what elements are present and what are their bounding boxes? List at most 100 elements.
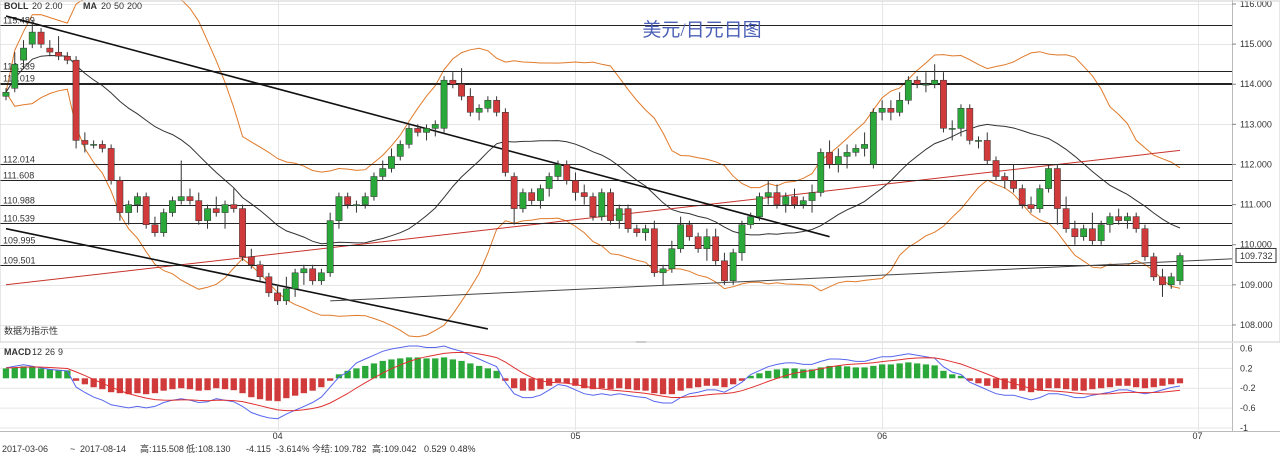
candle-113 xyxy=(992,156,1000,181)
ma-legend-param-1: 20 xyxy=(101,1,111,11)
macd-bar-132 xyxy=(1159,378,1166,386)
candle-body-99 xyxy=(869,112,877,165)
candle-body-80 xyxy=(703,236,711,249)
candle-body-53 xyxy=(466,96,474,113)
macd-bar-131 xyxy=(1150,378,1157,388)
candle-body-83 xyxy=(729,252,737,282)
trendlines xyxy=(5,15,1280,330)
candle-32 xyxy=(282,276,290,305)
macd-bar-77 xyxy=(677,378,684,391)
candle-115 xyxy=(1010,164,1017,193)
macd-bar-113 xyxy=(992,378,1000,389)
candle-body-23 xyxy=(204,208,211,221)
candle-body-30 xyxy=(265,276,273,294)
candle-body-17 xyxy=(151,224,159,233)
candle-129 xyxy=(1132,212,1140,233)
macd-bar-6 xyxy=(55,369,62,379)
macd-bar-111 xyxy=(975,378,982,384)
macd-bar-87 xyxy=(765,370,772,379)
macd-bar-110 xyxy=(966,378,973,381)
candle-body-57 xyxy=(501,112,509,173)
candle-body-93 xyxy=(817,152,825,193)
candle-102 xyxy=(896,92,904,117)
candle-body-26 xyxy=(230,204,238,209)
candle-75 xyxy=(659,264,667,285)
candle-body-89 xyxy=(782,196,790,205)
macd-bar-76 xyxy=(668,378,675,395)
candle-2 xyxy=(20,40,27,69)
macd-bar-26 xyxy=(230,378,237,391)
macd-bar-35 xyxy=(309,378,316,391)
candle-body-21 xyxy=(186,196,194,201)
macd-bar-21 xyxy=(186,378,194,390)
candle-body-61 xyxy=(537,188,544,201)
macd-bar-40 xyxy=(353,368,360,379)
candle-body-87 xyxy=(764,192,772,197)
candle-body-114 xyxy=(1001,176,1009,181)
macd-bar-59 xyxy=(519,378,527,391)
macd-bar-60 xyxy=(528,378,535,391)
macd-bar-86 xyxy=(756,373,763,379)
macd-bar-50 xyxy=(440,357,448,379)
candle-body-95 xyxy=(834,156,842,165)
status-high: 115.508 xyxy=(152,444,184,454)
candle-72 xyxy=(633,224,641,237)
candle-73 xyxy=(642,224,649,241)
boll-lower-line xyxy=(5,88,1181,338)
candle-105 xyxy=(922,72,930,93)
macd-bar-116 xyxy=(1019,378,1026,391)
candle-body-66 xyxy=(580,192,588,197)
candle-65 xyxy=(572,172,579,201)
macd-bar-65 xyxy=(572,378,579,386)
level-label-6: 110.988 xyxy=(3,196,35,206)
macd-bar-85 xyxy=(747,375,754,379)
macd-legend-param-3: 9 xyxy=(58,347,63,357)
macd-bar-13 xyxy=(116,378,123,394)
candle-body-125 xyxy=(1097,224,1105,241)
macd-bar-29 xyxy=(256,378,264,400)
candle-24 xyxy=(212,196,220,217)
candle-body-4 xyxy=(37,31,45,45)
candle-92 xyxy=(808,184,816,213)
candle-54 xyxy=(475,104,483,121)
macd-bar-96 xyxy=(843,366,851,379)
macd-bar-106 xyxy=(931,365,938,379)
macd-bar-66 xyxy=(581,378,588,389)
candle-body-92 xyxy=(808,192,816,201)
candle-38 xyxy=(335,192,343,229)
macd-bar-63 xyxy=(554,378,562,383)
macd-bar-38 xyxy=(335,374,343,379)
candle-132 xyxy=(1159,268,1166,297)
candle-body-20 xyxy=(177,196,185,201)
chart-title: 美元/日元日图 xyxy=(642,19,761,41)
macd-legend-name: MACD xyxy=(4,347,31,357)
candle-body-115 xyxy=(1010,180,1017,189)
candle-body-60 xyxy=(528,192,536,201)
candle-body-19 xyxy=(169,200,176,213)
candle-40 xyxy=(353,200,360,213)
candle-body-24 xyxy=(212,208,220,213)
candle-61 xyxy=(537,184,544,209)
macd-bar-122 xyxy=(1071,378,1078,391)
candle-body-25 xyxy=(221,204,229,213)
candle-53 xyxy=(466,88,474,117)
price-tick-label-8: 108.000 xyxy=(1240,320,1273,330)
macd-panel xyxy=(2,345,1184,420)
candle-1 xyxy=(11,52,19,93)
candle-body-71 xyxy=(624,208,632,229)
macd-bar-57 xyxy=(502,378,509,381)
price-tick-label-3: 113.000 xyxy=(1240,119,1272,129)
macd-bar-83 xyxy=(730,378,737,385)
macd-bar-61 xyxy=(537,378,544,390)
candle-body-18 xyxy=(160,212,168,233)
candle-body-63 xyxy=(554,164,562,177)
candle-body-100 xyxy=(878,108,886,113)
candle-body-16 xyxy=(142,196,150,225)
macd-bar-9 xyxy=(81,378,88,385)
macd-bar-10 xyxy=(90,378,97,388)
candle-body-104 xyxy=(913,79,921,85)
macd-bar-36 xyxy=(318,378,325,388)
candle-34 xyxy=(300,264,308,285)
candle-93 xyxy=(817,148,825,197)
price-axis: 116.000 115.000 114.000 113.000 112.000 111.0… xyxy=(1232,0,1280,342)
